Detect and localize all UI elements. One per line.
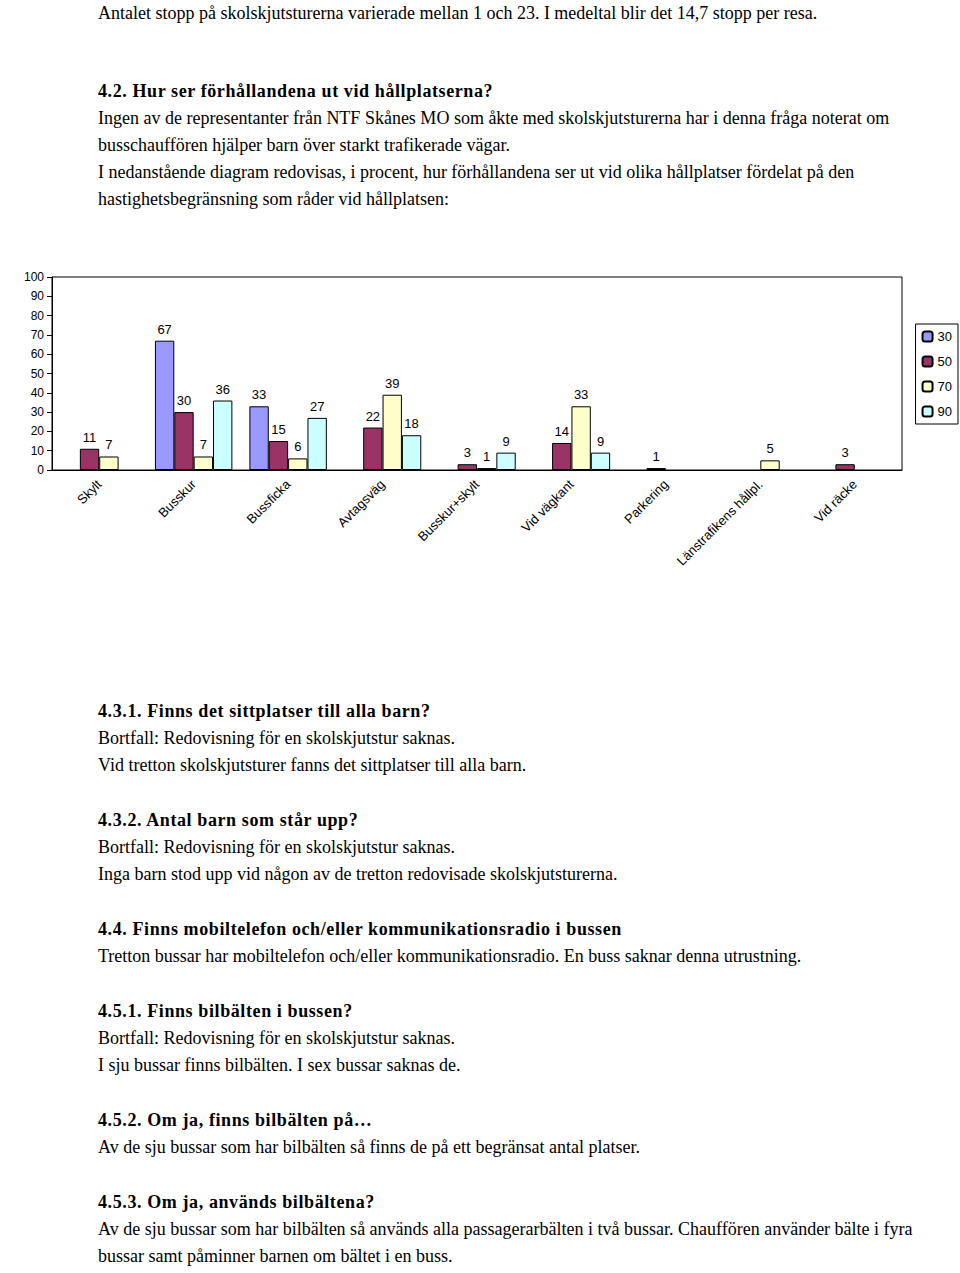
svg-text:Skylt: Skylt — [74, 476, 105, 507]
html-text:I sju bussar finns bilbälten.: I sju bussar finns bilbälten. I sex buss… — [98, 1055, 461, 1075]
svg-text:90: 90 — [31, 289, 45, 303]
html-text:Av de sju bussar som har bilbä: Av de sju bussar som har bilbälten så fi… — [98, 1137, 640, 1157]
html-text:Ingen av de representanter frå: Ingen av de representanter från NTF Skån… — [98, 108, 890, 155]
svg-text:50: 50 — [938, 354, 952, 369]
html-text:Tretton bussar har mobiltelefo: Tretton bussar har mobiltelefon och/elle… — [98, 946, 802, 966]
html-text:4.3.2. Antal barn som står upp: 4.3.2. Antal barn som står upp? — [98, 810, 359, 830]
svg-text:33: 33 — [574, 387, 588, 402]
svg-text:27: 27 — [310, 399, 324, 414]
svg-text:9: 9 — [597, 434, 604, 449]
html-text:Inga barn stod upp vid någon a: Inga barn stod upp vid någon av de trett… — [98, 864, 618, 884]
svg-text:Parkering: Parkering — [621, 477, 671, 527]
svg-text:7: 7 — [200, 437, 207, 452]
html-text:Antalet stopp på skolskjutstur: Antalet stopp på skolskjutsturerna varie… — [98, 3, 818, 23]
svg-text:30: 30 — [938, 329, 952, 344]
html-text:4.3.1. Finns det sittplatser t: 4.3.1. Finns det sittplatser till alla b… — [98, 701, 431, 721]
svg-text:0: 0 — [37, 463, 44, 477]
svg-text:Vid vägkant: Vid vägkant — [518, 476, 577, 535]
svg-text:33: 33 — [252, 387, 266, 402]
html-text:I nedanstående diagram redovis: I nedanstående diagram redovisas, i proc… — [98, 162, 855, 209]
svg-text:Länstrafikens hållpl.: Länstrafikens hållpl. — [674, 477, 766, 569]
svg-text:10: 10 — [31, 444, 45, 458]
html-text:Vid tretton skolskjutsturer fa: Vid tretton skolskjutsturer fanns det si… — [98, 755, 527, 775]
html-text:4.5.3. Om ja, används bilbälte: 4.5.3. Om ja, används bilbältena? — [98, 1192, 375, 1212]
svg-text:9: 9 — [502, 434, 509, 449]
svg-text:Vid räcke: Vid räcke — [811, 477, 860, 526]
svg-text:30: 30 — [31, 405, 45, 419]
svg-text:14: 14 — [555, 424, 569, 439]
svg-text:50: 50 — [31, 367, 45, 381]
html-text:4.5.2. Om ja, finns bilbälten: 4.5.2. Om ja, finns bilbälten på… — [98, 1110, 373, 1130]
html-text:Av de sju bussar som har bilbä: Av de sju bussar som har bilbälten så an… — [98, 1219, 913, 1266]
html-text:Bortfall: Redovisning för en s: Bortfall: Redovisning för en skolskjutst… — [98, 837, 455, 857]
html-text:Bortfall: Redovisning för en s: Bortfall: Redovisning för en skolskjutst… — [98, 728, 455, 748]
svg-text:22: 22 — [366, 409, 380, 424]
svg-text:Bussficka: Bussficka — [244, 476, 294, 526]
svg-text:90: 90 — [938, 404, 952, 419]
svg-text:67: 67 — [157, 322, 171, 337]
svg-text:1: 1 — [483, 449, 490, 464]
svg-text:70: 70 — [31, 328, 45, 342]
html-text:4.2. Hur ser förhållandena ut: 4.2. Hur ser förhållandena ut vid hållpl… — [98, 81, 494, 101]
svg-text:11: 11 — [83, 430, 97, 445]
svg-text:3: 3 — [464, 445, 471, 460]
svg-text:100: 100 — [24, 270, 44, 284]
svg-text:40: 40 — [31, 386, 45, 400]
svg-text:70: 70 — [938, 379, 952, 394]
svg-text:20: 20 — [31, 424, 45, 438]
html-text:4.5.1. Finns bilbälten i busse: 4.5.1. Finns bilbälten i bussen? — [98, 1001, 353, 1021]
svg-text:Busskur+skylt: Busskur+skylt — [415, 476, 483, 544]
svg-text:3: 3 — [841, 445, 848, 460]
svg-text:Busskur: Busskur — [155, 476, 199, 520]
svg-text:39: 39 — [385, 376, 399, 391]
svg-text:15: 15 — [271, 422, 285, 437]
svg-text:36: 36 — [215, 382, 229, 397]
svg-text:7: 7 — [105, 437, 112, 452]
svg-text:60: 60 — [31, 347, 45, 361]
svg-text:Avtagsväg: Avtagsväg — [335, 477, 388, 530]
svg-text:18: 18 — [404, 416, 418, 431]
svg-text:5: 5 — [766, 441, 773, 456]
svg-text:80: 80 — [31, 309, 45, 323]
html-text:4.4. Finns mobiltelefon och/el: 4.4. Finns mobiltelefon och/eller kommun… — [98, 919, 622, 939]
svg-text:1: 1 — [653, 449, 660, 464]
html-text:Bortfall: Redovisning för en s: Bortfall: Redovisning för en skolskjutst… — [98, 1028, 455, 1048]
svg-text:6: 6 — [294, 439, 301, 454]
svg-text:30: 30 — [177, 393, 191, 408]
